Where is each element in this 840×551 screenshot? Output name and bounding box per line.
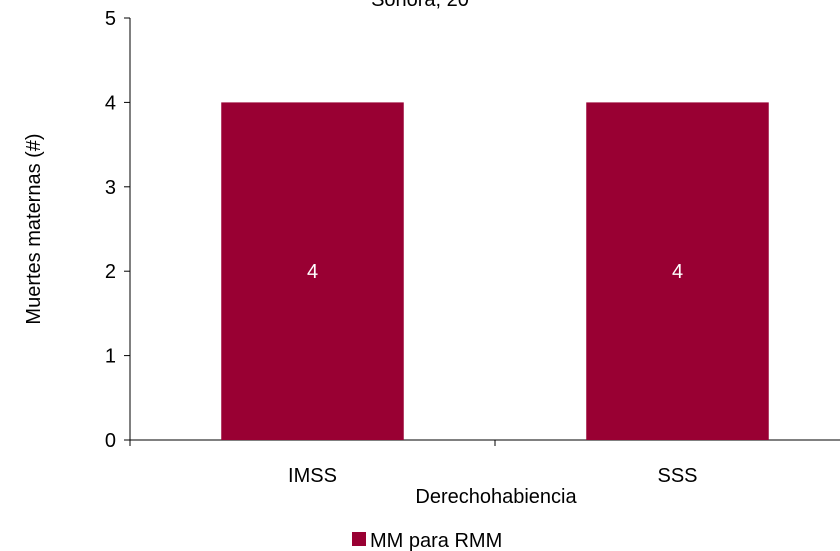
- legend-label: MM para RMM: [370, 530, 502, 551]
- x-tick-label: SSS: [657, 465, 697, 487]
- bar: [221, 102, 404, 441]
- chart-title: Sonora, 20: [371, 0, 469, 11]
- bar-data-label: 4: [307, 261, 318, 283]
- y-tick-label: 0: [105, 430, 116, 452]
- x-tick-label: IMSS: [288, 465, 337, 487]
- y-tick-label: 3: [105, 177, 116, 199]
- y-axis-title: Muertes maternas (#): [23, 133, 45, 324]
- y-tick-label: 2: [105, 261, 116, 283]
- chart-bars: [221, 102, 769, 441]
- y-tick-label: 5: [105, 8, 116, 30]
- legend-swatch: [352, 532, 366, 546]
- chart-legend: MM para RMM: [352, 530, 502, 551]
- bar-data-label: 4: [672, 261, 683, 283]
- bar: [586, 102, 769, 441]
- chart-labels: 0 1 2 3 4 5 4 IMSS 4 SSS: [105, 8, 698, 487]
- x-axis-title: Derechohabiencia: [415, 486, 577, 508]
- y-tick-label: 4: [105, 92, 116, 114]
- y-tick-label: 1: [105, 346, 116, 368]
